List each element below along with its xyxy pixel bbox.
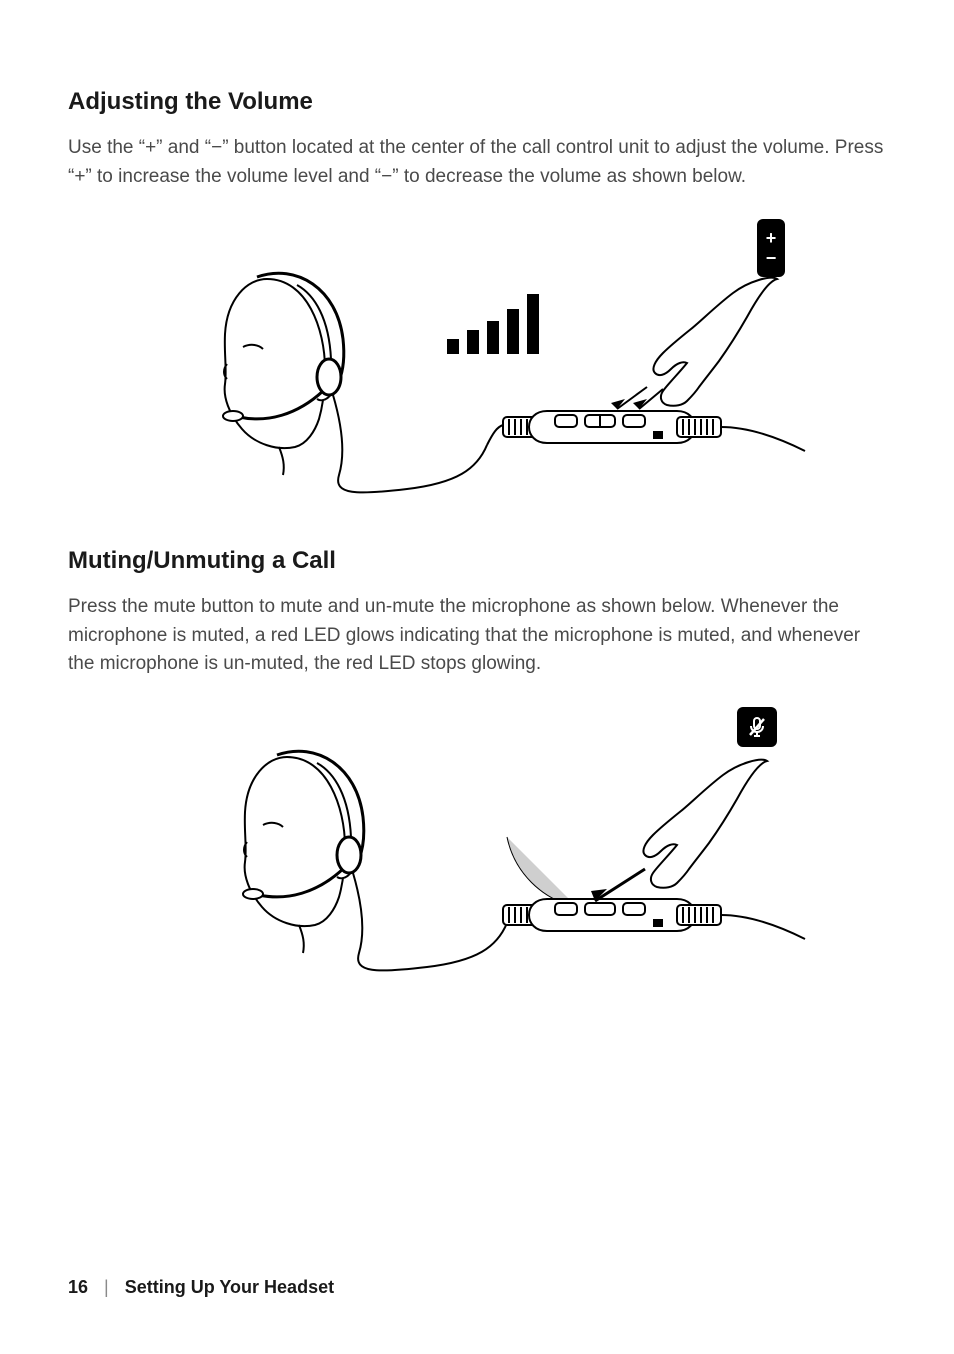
page-number: 16 bbox=[68, 1277, 88, 1298]
section2-heading: Muting/Unmuting a Call bbox=[68, 547, 886, 575]
control-unit bbox=[503, 411, 721, 443]
volume-illustration bbox=[147, 219, 807, 499]
section1-figure-wrap: + − bbox=[68, 219, 886, 499]
control-unit-2 bbox=[503, 899, 721, 931]
section1-paragraph: Use the “+” and “−” button located at th… bbox=[68, 134, 886, 191]
plus-icon: + bbox=[766, 229, 777, 247]
volume-bars-icon bbox=[447, 294, 539, 354]
volume-callout: + − bbox=[757, 219, 785, 277]
minus-icon: − bbox=[766, 249, 777, 267]
volume-figure: + − bbox=[147, 219, 807, 499]
mic-muted-icon bbox=[745, 715, 769, 739]
mute-callout bbox=[737, 707, 777, 747]
page: Adjusting the Volume Use the “+” and “−”… bbox=[0, 0, 954, 1354]
section2-paragraph: Press the mute button to mute and un-mut… bbox=[68, 593, 886, 679]
page-footer: 16 | Setting Up Your Headset bbox=[68, 1277, 334, 1298]
hand bbox=[653, 278, 777, 406]
section2-figure-wrap bbox=[68, 707, 886, 987]
section1-heading: Adjusting the Volume bbox=[68, 88, 886, 116]
footer-section-title: Setting Up Your Headset bbox=[125, 1277, 334, 1298]
mute-figure bbox=[147, 707, 807, 987]
footer-separator: | bbox=[104, 1277, 109, 1298]
mute-illustration bbox=[147, 707, 807, 987]
